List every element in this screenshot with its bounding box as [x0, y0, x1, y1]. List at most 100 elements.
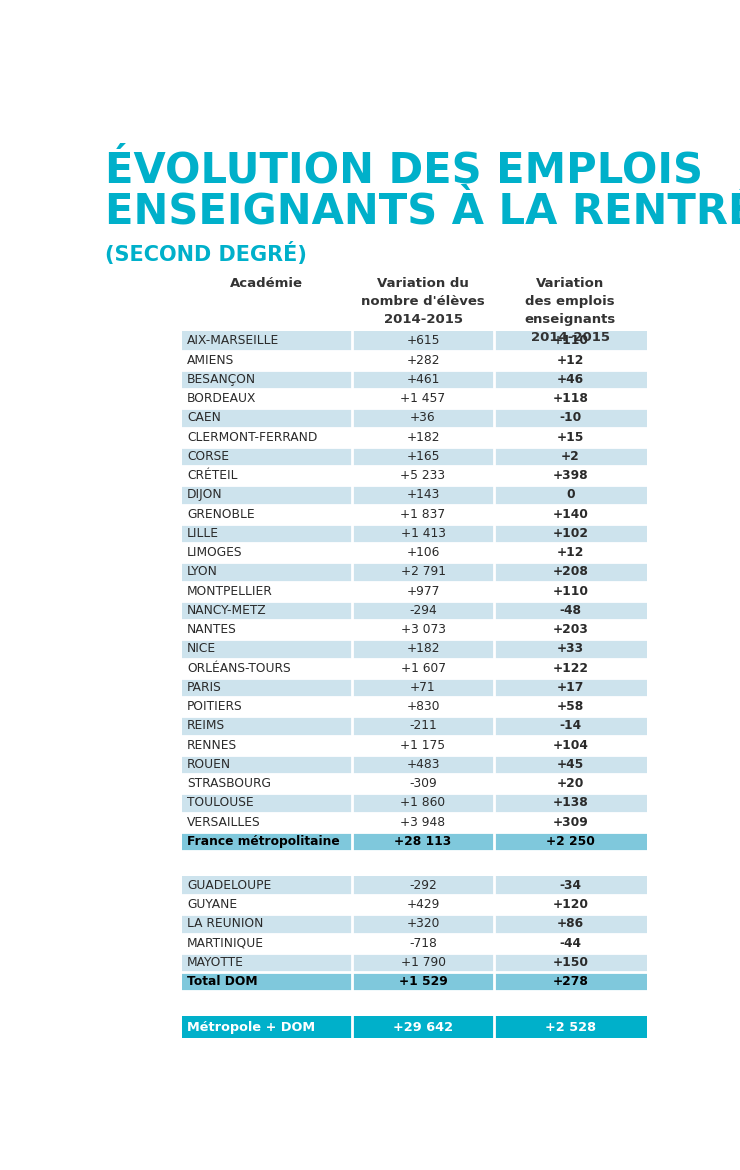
- Text: +2: +2: [561, 450, 579, 463]
- Text: +86: +86: [556, 917, 584, 930]
- Text: CRÉTEIL: CRÉTEIL: [187, 469, 238, 482]
- Bar: [181, 543, 647, 563]
- Text: +5 233: +5 233: [400, 469, 445, 482]
- Text: +29 642: +29 642: [393, 1020, 453, 1033]
- Text: ENSEIGNANTS À LA RENTRÉE 2015: ENSEIGNANTS À LA RENTRÉE 2015: [105, 191, 740, 233]
- Text: -294: -294: [409, 604, 437, 617]
- Text: +15: +15: [556, 431, 584, 443]
- Text: +1 790: +1 790: [400, 956, 445, 969]
- Text: +1 457: +1 457: [400, 392, 445, 405]
- Bar: [181, 524, 647, 543]
- Text: -718: -718: [409, 937, 437, 950]
- Text: LA REUNION: LA REUNION: [187, 917, 263, 930]
- Bar: [181, 370, 647, 390]
- Text: -292: -292: [409, 879, 437, 892]
- Text: +71: +71: [410, 681, 436, 694]
- Bar: [181, 677, 647, 697]
- Bar: [181, 408, 647, 427]
- Text: +2 528: +2 528: [545, 1020, 596, 1033]
- Text: BESANÇON: BESANÇON: [187, 373, 256, 386]
- Text: +46: +46: [556, 373, 584, 386]
- Text: MONTPELLIER: MONTPELLIER: [187, 585, 273, 598]
- Bar: [181, 914, 647, 934]
- Text: +977: +977: [406, 585, 440, 598]
- Text: +208: +208: [552, 565, 588, 578]
- Bar: [181, 972, 647, 991]
- Text: +309: +309: [553, 815, 588, 828]
- Text: CLERMONT-FERRAND: CLERMONT-FERRAND: [187, 431, 317, 443]
- Text: ORLÉANS-TOURS: ORLÉANS-TOURS: [187, 662, 291, 675]
- Text: +104: +104: [552, 738, 588, 752]
- Text: +33: +33: [556, 642, 584, 655]
- Text: GUADELOUPE: GUADELOUPE: [187, 879, 272, 892]
- Bar: [181, 351, 647, 370]
- Text: ÉVOLUTION DES EMPLOIS: ÉVOLUTION DES EMPLOIS: [105, 150, 703, 192]
- Bar: [181, 952, 647, 972]
- Bar: [181, 639, 647, 659]
- Text: CORSE: CORSE: [187, 450, 229, 463]
- Bar: [181, 934, 647, 952]
- Bar: [181, 895, 647, 914]
- Bar: [181, 581, 647, 601]
- Text: POITIERS: POITIERS: [187, 700, 243, 714]
- Text: +17: +17: [556, 681, 584, 694]
- Text: LIMOGES: LIMOGES: [187, 546, 243, 559]
- Text: +398: +398: [553, 469, 588, 482]
- Text: MAYOTTE: MAYOTTE: [187, 956, 244, 969]
- Text: +28 113: +28 113: [394, 835, 451, 848]
- Text: NANTES: NANTES: [187, 624, 237, 636]
- Bar: [181, 832, 647, 851]
- Text: -309: -309: [409, 777, 437, 790]
- Text: STRASBOURG: STRASBOURG: [187, 777, 271, 790]
- Text: +45: +45: [556, 758, 584, 771]
- Text: CAEN: CAEN: [187, 412, 221, 425]
- Bar: [181, 697, 647, 716]
- Bar: [181, 601, 647, 620]
- Text: +1 413: +1 413: [400, 526, 445, 541]
- Text: +182: +182: [406, 431, 440, 443]
- Text: +110: +110: [552, 585, 588, 598]
- Text: -10: -10: [559, 412, 582, 425]
- Text: AMIENS: AMIENS: [187, 353, 235, 366]
- Text: +143: +143: [406, 489, 440, 502]
- Text: +36: +36: [410, 412, 436, 425]
- Text: RENNES: RENNES: [187, 738, 238, 752]
- Bar: [181, 504, 647, 524]
- Text: +461: +461: [406, 373, 440, 386]
- Text: MARTINIQUE: MARTINIQUE: [187, 937, 264, 950]
- Bar: [181, 793, 647, 813]
- Text: +3 948: +3 948: [400, 815, 445, 828]
- Text: Total DOM: Total DOM: [187, 975, 258, 989]
- Text: +140: +140: [552, 508, 588, 521]
- Text: ROUEN: ROUEN: [187, 758, 231, 771]
- Bar: [181, 486, 647, 504]
- Bar: [181, 876, 647, 895]
- Bar: [181, 659, 647, 677]
- Text: +1 529: +1 529: [399, 975, 448, 989]
- Text: +122: +122: [552, 662, 588, 675]
- Text: -14: -14: [559, 720, 582, 732]
- Text: -211: -211: [409, 720, 437, 732]
- Text: Variation du
nombre d'élèves
2014-2015: Variation du nombre d'élèves 2014-2015: [361, 277, 485, 326]
- Text: GUYANE: GUYANE: [187, 899, 238, 911]
- Bar: [181, 427, 647, 447]
- Bar: [181, 620, 647, 639]
- Text: +120: +120: [552, 899, 588, 911]
- Text: +483: +483: [406, 758, 440, 771]
- Bar: [181, 716, 647, 736]
- Text: +182: +182: [406, 642, 440, 655]
- Text: +106: +106: [406, 546, 440, 559]
- Text: DIJON: DIJON: [187, 489, 223, 502]
- Bar: [181, 1016, 647, 1038]
- Bar: [181, 813, 647, 832]
- Text: NANCY-METZ: NANCY-METZ: [187, 604, 266, 617]
- Text: (SECOND DEGRÉ): (SECOND DEGRÉ): [105, 242, 307, 266]
- Text: Variation
des emplois
enseignants
2014-2015: Variation des emplois enseignants 2014-2…: [525, 277, 616, 344]
- Text: 0: 0: [566, 489, 574, 502]
- Text: GRENOBLE: GRENOBLE: [187, 508, 255, 521]
- Bar: [181, 331, 647, 351]
- Text: Académie: Académie: [230, 277, 303, 290]
- Text: +20: +20: [556, 777, 584, 790]
- Text: France métropolitaine: France métropolitaine: [187, 835, 340, 848]
- Bar: [181, 755, 647, 775]
